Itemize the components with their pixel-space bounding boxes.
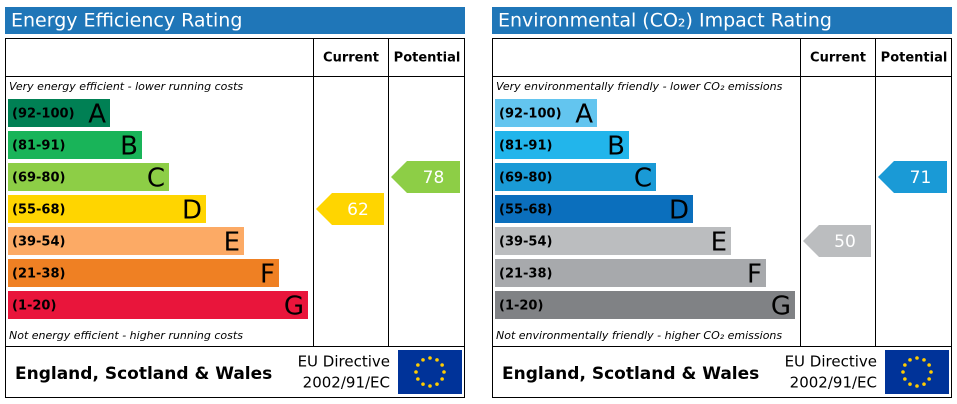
potential-arrow — [391, 161, 460, 193]
footer-directive: EU Directive — [298, 353, 390, 371]
band-letter: E — [224, 228, 240, 258]
eu-star — [927, 363, 931, 367]
rating-band — [8, 131, 142, 159]
band-letter: A — [575, 100, 593, 130]
rating-band — [495, 195, 693, 223]
band-range: (69-80) — [499, 171, 552, 186]
band-range: (69-80) — [12, 171, 65, 186]
potential-arrow — [878, 161, 947, 193]
band-range: (21-38) — [12, 267, 65, 282]
rating-band — [495, 227, 731, 255]
band-letter: F — [260, 260, 275, 290]
band-range: (81-91) — [12, 139, 65, 154]
band-letter: C — [634, 164, 652, 194]
band-range: (39-54) — [12, 235, 65, 250]
eu-star — [908, 358, 912, 362]
rating-band — [8, 163, 169, 191]
rating-band — [8, 99, 110, 127]
title-bar — [5, 7, 465, 34]
band-range: (39-54) — [499, 235, 552, 250]
panel-title: Energy Efficiency Rating — [11, 10, 242, 32]
eu-star — [903, 377, 907, 381]
band-letter: B — [120, 132, 138, 162]
column-header: Current — [810, 51, 866, 66]
panel-title: Environmental (CO₂) Impact Rating — [498, 10, 832, 32]
band-range: (81-91) — [499, 139, 552, 154]
eu-star — [414, 370, 418, 374]
eu-star — [922, 358, 926, 362]
bottom-note: Not environmentally friendly - higher CO… — [496, 329, 782, 342]
rating-band — [495, 259, 766, 287]
band-letter: G — [771, 292, 791, 322]
eu-star — [416, 377, 420, 381]
rating-band — [495, 163, 656, 191]
rating-band — [8, 259, 279, 287]
band-letter: D — [182, 196, 202, 226]
band-range: (21-38) — [499, 267, 552, 282]
band-range: (92-100) — [12, 107, 75, 122]
band-letter: B — [607, 132, 625, 162]
eu-star — [421, 358, 425, 362]
eu-star — [421, 382, 425, 386]
eu-star — [903, 363, 907, 367]
eu-star — [929, 370, 933, 374]
rating-panel: Environmental (CO₂) Impact Rating Current… — [492, 7, 952, 398]
bottom-note: Not energy efficient - higher running co… — [9, 329, 243, 342]
eu-star — [428, 356, 432, 360]
band-letter: G — [284, 292, 304, 322]
eu-star — [908, 382, 912, 386]
potential-value: 78 — [423, 168, 445, 188]
rating-band — [495, 131, 629, 159]
eu-star — [435, 382, 439, 386]
eu-star — [440, 363, 444, 367]
rating-band — [495, 291, 795, 319]
footer-directive-number: 2002/91/EC — [303, 374, 390, 392]
rating-band — [8, 227, 244, 255]
title-bar — [492, 7, 952, 34]
footer-directive-number: 2002/91/EC — [790, 374, 877, 392]
eu-star — [428, 384, 432, 388]
rating-band — [495, 99, 597, 127]
current-value: 62 — [347, 200, 369, 220]
potential-value: 71 — [910, 168, 932, 188]
eu-star — [922, 382, 926, 386]
band-range: (1-20) — [12, 299, 56, 314]
column-header: Current — [323, 51, 379, 66]
current-arrow — [803, 225, 871, 257]
eu-star — [440, 377, 444, 381]
band-range: (1-20) — [499, 299, 543, 314]
eu-star — [927, 377, 931, 381]
column-header: Potential — [394, 51, 461, 66]
current-arrow — [316, 193, 384, 225]
top-note: Very energy efficient - lower running co… — [9, 80, 243, 93]
band-letter: C — [147, 164, 165, 194]
footer-directive: EU Directive — [785, 353, 877, 371]
panel-frame — [5, 38, 465, 398]
eu-star — [915, 356, 919, 360]
column-header: Potential — [881, 51, 948, 66]
eu-star — [435, 358, 439, 362]
rating-band — [8, 291, 308, 319]
eu-star — [915, 384, 919, 388]
band-range: (92-100) — [499, 107, 562, 122]
footer-region: England, Scotland & Wales — [15, 364, 272, 384]
eu-star — [416, 363, 420, 367]
band-letter: D — [669, 196, 689, 226]
current-value: 50 — [834, 232, 856, 252]
band-range: (55-68) — [12, 203, 65, 218]
band-letter: A — [88, 100, 106, 130]
panel-frame — [492, 38, 952, 398]
eu-star — [901, 370, 905, 374]
eu-star — [442, 370, 446, 374]
band-letter: E — [711, 228, 727, 258]
top-note: Very environmentally friendly - lower CO… — [496, 80, 783, 93]
band-range: (55-68) — [499, 203, 552, 218]
rating-band — [8, 195, 206, 223]
band-letter: F — [747, 260, 762, 290]
rating-panel: Energy Efficiency Rating Current Potential… — [5, 7, 465, 398]
footer-region: England, Scotland & Wales — [502, 364, 759, 384]
